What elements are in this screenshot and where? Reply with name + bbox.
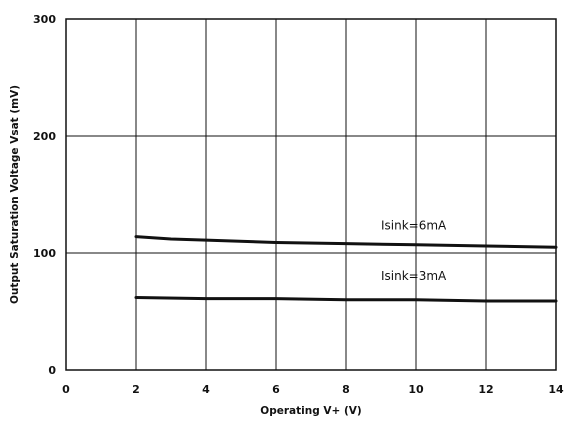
x-tick-label: 6 xyxy=(272,383,280,396)
grid xyxy=(66,19,556,370)
x-tick-label: 0 xyxy=(62,383,70,396)
y-tick-label: 200 xyxy=(33,130,56,143)
x-tick-label: 8 xyxy=(342,383,350,396)
series-line-1 xyxy=(134,235,558,249)
annotations: Isink=6mA Isink=3mA xyxy=(381,219,447,283)
x-axis-title: Operating V+ (V) xyxy=(260,405,361,417)
x-tick-label: 14 xyxy=(548,383,564,396)
series-label-2: Isink=3mA xyxy=(381,269,447,283)
series-layer xyxy=(134,235,558,303)
x-tick-label: 12 xyxy=(478,383,493,396)
y-tick-label: 0 xyxy=(48,364,56,377)
y-axis-title: Output Saturation Voltage Vsat (mV) xyxy=(9,85,21,304)
y-tick-label: 300 xyxy=(33,13,56,26)
x-tick-label: 4 xyxy=(202,383,210,396)
series-label-1: Isink=6mA xyxy=(381,219,447,233)
plot-frame xyxy=(65,18,557,371)
x-tick-label: 10 xyxy=(408,383,424,396)
series-line-2 xyxy=(134,296,558,303)
y-tick-label: 100 xyxy=(33,247,56,260)
x-tick-labels: 0 2 4 6 8 10 12 14 xyxy=(62,383,564,396)
x-tick-label: 2 xyxy=(132,383,140,396)
y-tick-labels: 0 100 200 300 xyxy=(33,13,56,377)
